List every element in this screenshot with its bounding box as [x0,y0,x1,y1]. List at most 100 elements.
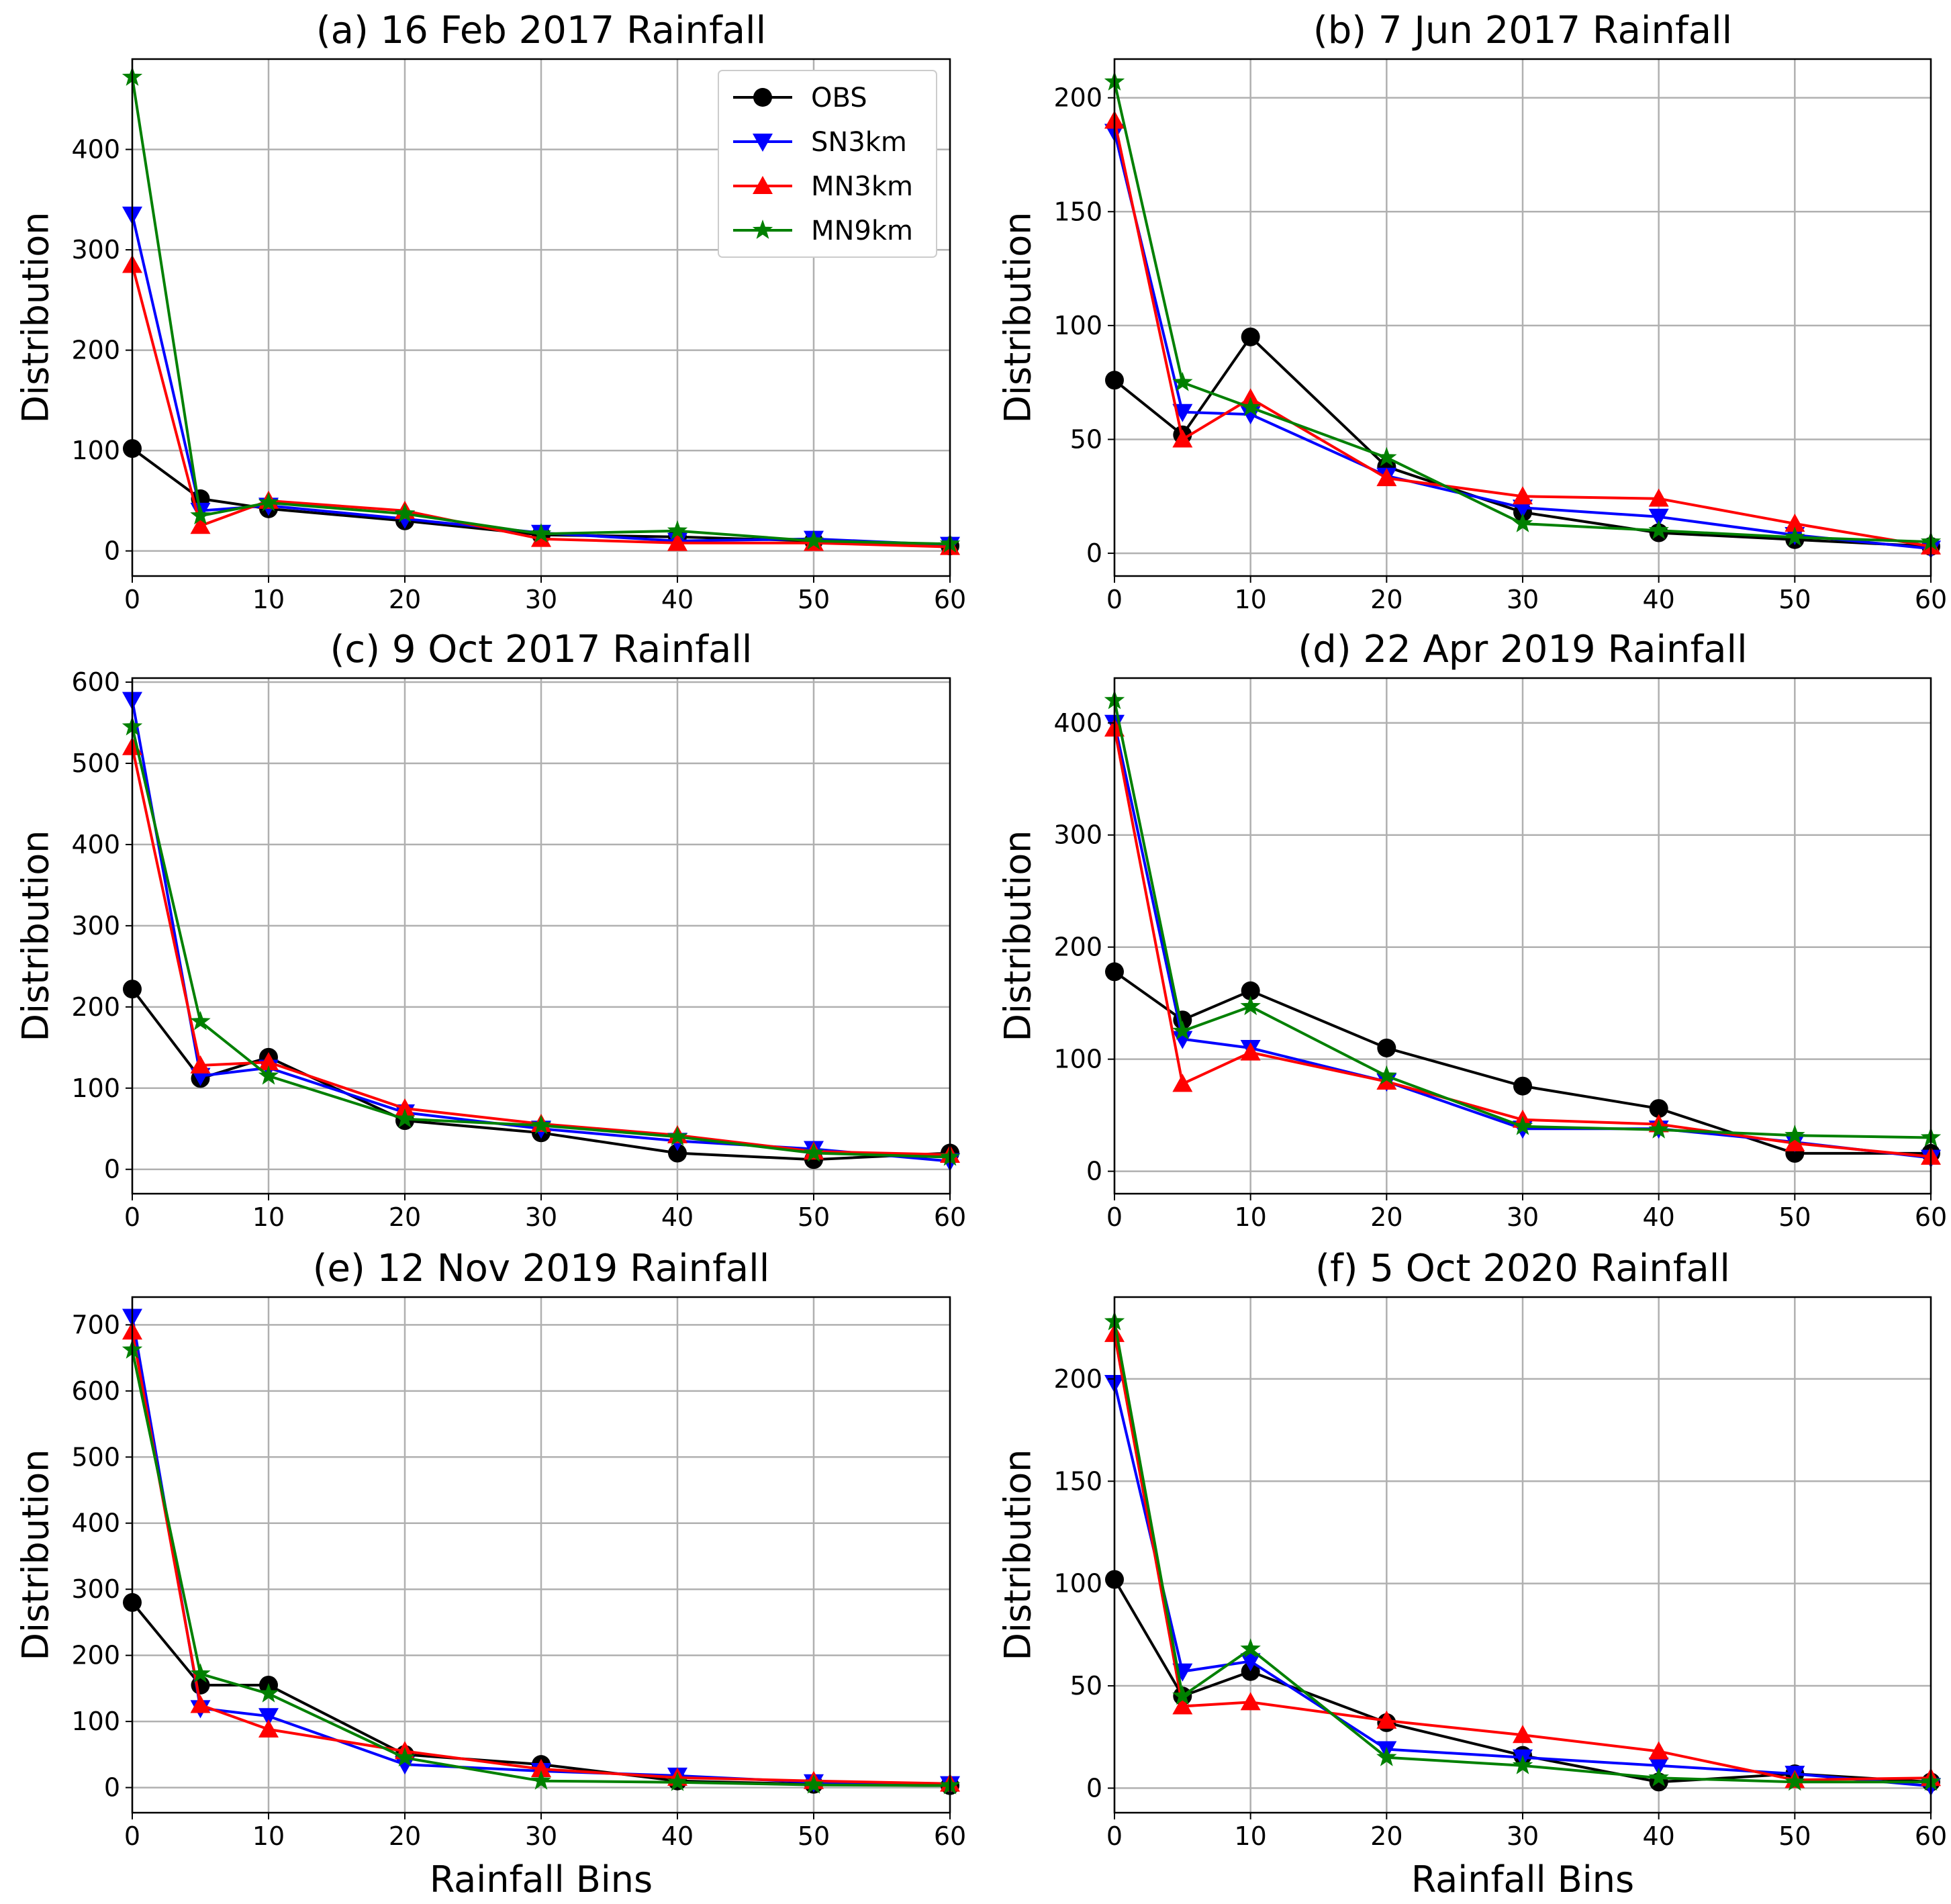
y-tick-label: 100 [71,1074,120,1103]
data-point-mn3km [667,532,687,551]
chart-title: (a) 16 Feb 2017 Rainfall [316,9,766,52]
data-point-mn3km [1376,1710,1397,1729]
x-tick-label: 10 [252,585,285,614]
data-point-sn3km [1648,508,1669,527]
x-tick-label: 40 [661,1821,694,1851]
series-line-mn9km [131,726,951,1159]
data-point-mn3km [1785,513,1805,532]
data-point-sn3km [1240,406,1261,425]
y-tick-label: 400 [71,830,120,859]
y-tick-label: 200 [1053,1364,1102,1394]
data-point-mn9km [258,1682,279,1703]
y-tick-label: 200 [71,336,120,365]
subplot-d: 0 10 20 30 40 50 60 0 100 200 300 400 (d) 22 Apr 201… [997,628,1948,1232]
series-line-sn3km [1113,1382,1932,1788]
x-tick-label: 10 [1234,1202,1266,1232]
x-tick-label: 30 [525,1202,557,1232]
data-point-mn9km [1512,1754,1533,1774]
y-tick-label: 0 [104,536,120,566]
series-line-mn9km [131,77,951,546]
data-point-mn3km [1785,1133,1805,1151]
data-point-mn3km [1376,1072,1397,1090]
legend-label-sn3km: SN3km [811,127,907,158]
y-axis-label: Distribution [997,830,1039,1041]
y-tick-label: 300 [71,235,120,265]
data-point-mn3km [1172,429,1193,448]
x-tick-label: 20 [389,585,421,614]
data-point-sn3km [1172,1031,1193,1049]
x-tick-label: 50 [798,585,830,614]
legend-marker-mn3km [753,176,773,194]
y-tick-label: 700 [71,1310,120,1339]
data-point-mn3km [1513,1725,1533,1744]
data-point-mn3km [1240,1692,1261,1711]
y-tick-label: 50 [1070,424,1102,454]
data-point-mn9km [1512,1115,1533,1135]
y-tick-label: 50 [1070,1671,1102,1701]
y-tick-label: 300 [71,911,120,941]
data-point-mn9km [1785,1771,1805,1791]
legend: OBS SN3km MN3km MN9km [718,70,937,258]
y-tick-label: 0 [104,1155,120,1184]
data-point-mn9km [1512,513,1533,532]
data-point-mn9km [190,1663,211,1683]
x-tick-label: 0 [1106,1821,1123,1851]
x-tick-label: 50 [1778,1821,1811,1851]
y-tick-label: 200 [71,1641,120,1670]
data-point-mn9km [1785,526,1805,546]
data-point-mn9km [667,520,688,540]
data-point-mn3km [395,1098,415,1117]
x-tick-label: 30 [1507,1202,1539,1232]
y-tick-label: 100 [71,436,120,465]
data-point-obs [1241,981,1260,1000]
data-point-obs [191,1675,210,1695]
data-point-mn3km [190,1695,211,1713]
data-point-mn9km [1648,520,1669,540]
x-tick-label: 50 [1778,585,1811,614]
data-point-mn3km [1172,1074,1193,1092]
x-tick-label: 60 [934,1202,966,1232]
x-tick-label: 10 [252,1202,285,1232]
x-tick-label: 40 [661,585,694,614]
data-point-mn9km [1785,1125,1805,1145]
data-point-mn9km [394,1747,416,1767]
data-point-obs [1241,327,1260,346]
data-point-mn3km [190,516,211,534]
chart-title: (f) 5 Oct 2020 Rainfall [1315,1247,1730,1290]
data-point-mn3km [258,1719,279,1738]
data-point-mn3km [1513,486,1533,505]
data-point-mn9km [1172,371,1193,391]
x-tick-label: 60 [1915,1202,1947,1232]
chart-title: (b) 7 Jun 2017 Rainfall [1313,9,1732,52]
data-point-sn3km [258,1708,279,1727]
y-tick-label: 400 [71,135,120,164]
y-tick-label: 600 [71,1376,120,1406]
data-point-mn9km [1648,1767,1669,1787]
series-line-mn3km [131,1331,951,1785]
legend-label-mn9km: MN9km [811,216,913,246]
y-tick-label: 0 [1086,1773,1102,1803]
x-tick-label: 20 [1370,585,1402,614]
subplot-a: 0 10 20 30 40 50 60 0 100 200 300 400 (a) 16 Feb 201… [15,9,967,614]
y-tick-label: 200 [1053,933,1102,962]
data-point-mn3km [1240,1042,1261,1061]
y-axis-label: Distribution [15,830,57,1041]
x-tick-label: 20 [1370,1821,1402,1851]
data-point-mn9km [1376,446,1397,467]
y-tick-label: 0 [1086,1157,1102,1186]
x-tick-label: 10 [252,1821,285,1851]
x-axis-label: Rainfall Bins [430,1858,653,1901]
series-line-obs [1113,970,1931,1155]
data-point-mn9km [1172,1020,1193,1040]
series-line-mn9km [1113,81,1932,544]
data-point-mn9km [258,491,279,512]
x-tick-label: 40 [1642,585,1674,614]
subplot-f: 0 10 20 30 40 50 60 0 50 100 150 200 (f) 5 Oct 2020 … [997,1247,1948,1901]
series-line-mn9km [1113,1321,1931,1784]
y-tick-label: 100 [71,1707,120,1736]
data-point-mn9km [1172,1685,1193,1705]
x-tick-label: 20 [389,1202,421,1232]
data-point-obs [1377,1038,1396,1057]
chart-title: (c) 9 Oct 2017 Rainfall [330,628,753,671]
y-tick-label: 300 [1053,820,1102,850]
